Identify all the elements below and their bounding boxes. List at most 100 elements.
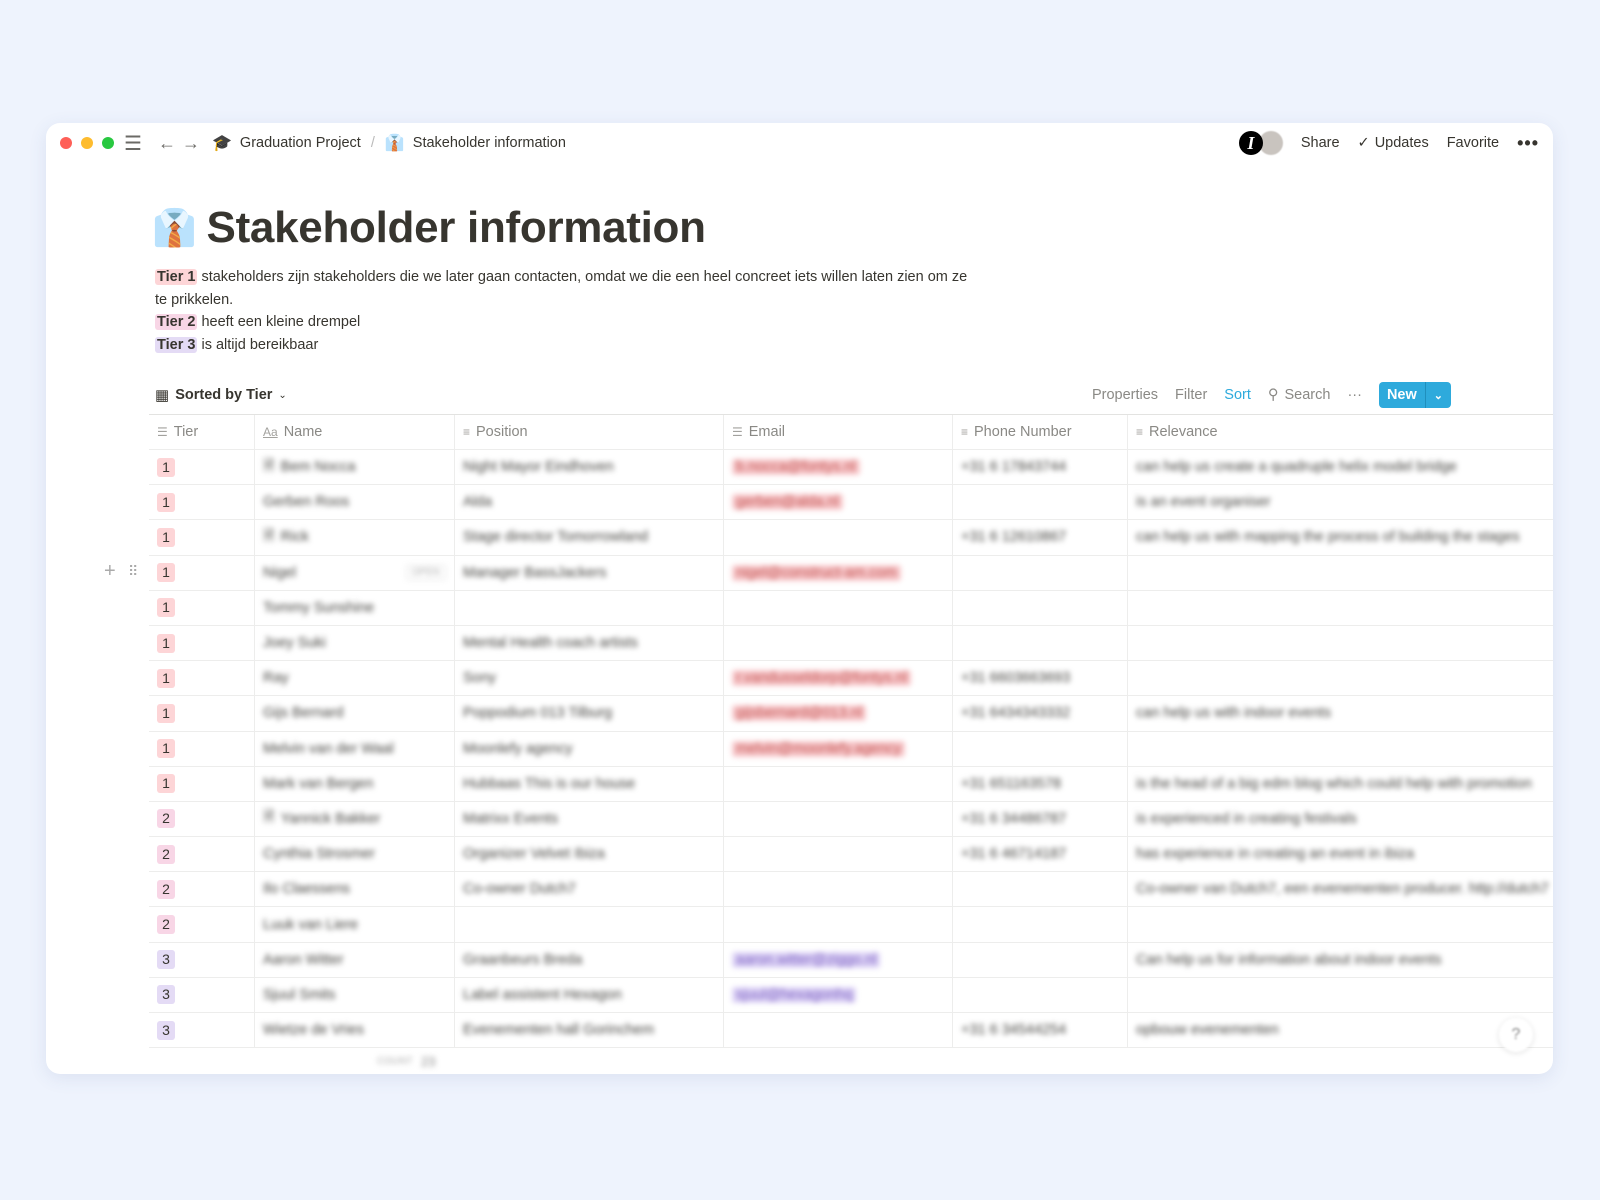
table-row[interactable]: 1 Mark van Bergen Hubbaas This is our hous… — [149, 766, 1553, 802]
phone-cell[interactable] — [953, 555, 1128, 590]
tier-cell[interactable]: 3 — [149, 942, 255, 977]
more-options-icon[interactable]: ··· — [1347, 387, 1362, 403]
table-row[interactable]: 2 🗎 Yannick Bakker Matrixx Events +31 6 3448… — [149, 801, 1553, 838]
email-cell[interactable]: melvin@moonlefy.agency — [724, 731, 953, 766]
relevance-cell[interactable]: has experience in creating an event in i… — [1128, 837, 1553, 871]
phone-cell[interactable] — [953, 731, 1128, 766]
phone-cell[interactable] — [953, 942, 1128, 977]
email-pill[interactable]: b.nocca@fontys.nl — [732, 459, 860, 476]
relevance-cell[interactable] — [1128, 591, 1553, 625]
relevance-cell[interactable]: opbouw evenementen — [1128, 1013, 1553, 1047]
email-pill[interactable]: melvin@moonlefy.agency — [732, 740, 906, 757]
email-pill[interactable]: sjuul@hexagonhq — [732, 986, 857, 1003]
email-cell[interactable] — [724, 625, 953, 661]
column-header-phone-number[interactable]: ≡ Phone Number — [953, 415, 1128, 449]
tier-cell[interactable]: 2 — [149, 801, 255, 837]
position-cell[interactable]: Graanbeurs Breda — [455, 942, 724, 977]
phone-cell[interactable]: +31 6 17843744 — [953, 450, 1128, 485]
table-row[interactable]: 2 Ilo Claessens Co-owner Dutch7 Co-owner va… — [149, 872, 1553, 908]
phone-cell[interactable]: +31 6434343332 — [953, 696, 1128, 731]
email-pill[interactable]: nigel@construct-am.com — [732, 564, 901, 581]
name-cell[interactable]: Mark van Bergen — [255, 766, 455, 801]
name-cell[interactable]: Aaron Witter — [255, 942, 455, 977]
phone-cell[interactable]: +31 651163578 — [953, 766, 1128, 801]
add-row-icon[interactable]: + — [104, 560, 116, 582]
tier-cell[interactable]: 1 — [149, 450, 255, 485]
table-row[interactable]: 3 Sjuul Smits Label assistent Hexagon sjuul… — [149, 977, 1553, 1013]
table-row[interactable]: 1 Gijs Bernard Poppodium 013 Tilburg gijsbe… — [149, 696, 1553, 732]
email-pill[interactable]: gijsbernard@013.nl — [732, 705, 866, 722]
relevance-cell[interactable]: can help us with mapping the process of … — [1128, 520, 1553, 554]
position-cell[interactable] — [455, 590, 724, 625]
maximize-window-button[interactable] — [102, 137, 114, 149]
phone-cell[interactable]: +31 6 12610867 — [953, 520, 1128, 555]
email-cell[interactable]: gijsbernard@013.nl — [724, 696, 953, 731]
position-cell[interactable]: Co-owner Dutch7 — [455, 872, 724, 907]
table-row[interactable]: 2 Luuk van Liere — [149, 907, 1553, 943]
tier-cell[interactable]: 1 — [149, 590, 255, 625]
phone-cell[interactable] — [953, 907, 1128, 942]
search-button[interactable]: ⚲ Search — [1268, 387, 1331, 403]
properties-button[interactable]: Properties — [1091, 387, 1159, 403]
relevance-cell[interactable]: can help us with indoor events — [1128, 696, 1553, 730]
count-value[interactable]: 23 — [421, 1054, 436, 1070]
filter-button[interactable]: Filter — [1175, 387, 1208, 403]
relevance-cell[interactable]: Co-owner van Dutch7, een evenementen pro… — [1128, 872, 1553, 906]
position-cell[interactable]: Night Mayor Eindhoven — [455, 450, 724, 485]
table-row[interactable]: 2 Cynthia Strosmer Organizer Velvet Ibiza +… — [149, 837, 1553, 873]
relevance-cell[interactable] — [1128, 907, 1553, 941]
position-cell[interactable] — [455, 907, 724, 942]
tier-cell[interactable]: 1 — [149, 520, 255, 555]
tier-cell[interactable]: 3 — [149, 1013, 255, 1048]
relevance-cell[interactable]: is an event organiser — [1128, 485, 1553, 519]
minimize-window-button[interactable] — [81, 137, 93, 149]
position-cell[interactable]: Stage director Tomorrowland — [455, 520, 724, 555]
tier-cell[interactable]: 1 — [149, 625, 255, 661]
position-cell[interactable]: Poppodium 013 Tilburg — [455, 696, 724, 731]
tier-cell[interactable]: 1 — [149, 696, 255, 731]
email-cell[interactable]: nigel@construct-am.com — [724, 555, 953, 590]
name-cell[interactable]: 🗎 Rick — [255, 520, 455, 555]
name-cell[interactable]: Ilo Claessens — [255, 872, 455, 907]
table-row[interactable]: 1 🗎 Rick Stage director Tomorrowland +31 6 1… — [149, 520, 1553, 556]
close-window-button[interactable] — [60, 137, 72, 149]
help-button[interactable]: ? — [1499, 1018, 1533, 1052]
relevance-cell[interactable] — [1128, 556, 1553, 590]
name-cell[interactable]: Nigel OPEN — [255, 555, 455, 590]
column-header-tier[interactable]: ☰ Tier — [149, 415, 255, 449]
tier-cell[interactable]: 2 — [149, 872, 255, 907]
email-cell[interactable] — [724, 766, 953, 801]
column-header-position[interactable]: ≡ Position — [455, 415, 724, 449]
tier-cell[interactable]: 1 — [149, 661, 255, 696]
table-row[interactable]: 1 Melvin van der Waal Moonlefy agency melvi… — [149, 731, 1553, 767]
more-options-icon[interactable]: ••• — [1517, 132, 1539, 153]
name-cell[interactable]: Tommy Sunshine — [255, 590, 455, 625]
email-pill[interactable]: r.vandusseldorp@fontys.nl — [732, 670, 912, 687]
menu-icon[interactable]: ☰ — [124, 132, 142, 155]
position-cell[interactable]: Matrixx Events — [455, 801, 724, 837]
view-selector[interactable]: ▦ Sorted by Tier ⌄ — [155, 386, 287, 404]
phone-cell[interactable]: +31 6603663693 — [953, 661, 1128, 696]
table-row[interactable]: 1 Tommy Sunshine — [149, 590, 1553, 626]
position-cell[interactable]: Mental Health coach artists — [455, 625, 724, 661]
drag-handle-icon[interactable]: ⠿ — [128, 563, 139, 579]
new-dropdown-chevron-icon[interactable]: ⌄ — [1424, 382, 1451, 408]
name-cell[interactable]: 🗎 Bem Nocca — [255, 450, 455, 485]
phone-cell[interactable]: +31 6 46714187 — [953, 837, 1128, 872]
position-cell[interactable]: Moonlefy agency — [455, 731, 724, 766]
position-cell[interactable]: Alda — [455, 485, 724, 520]
email-pill[interactable]: aaron.witter@ziggo.nl — [732, 951, 881, 968]
column-header-relevance[interactable]: ≡ Relevance — [1128, 415, 1553, 449]
table-row[interactable]: 1 Nigel OPEN Manager BassJackers nigel@const… — [149, 555, 1553, 591]
tier-cell[interactable]: 1 — [149, 485, 255, 520]
position-cell[interactable]: Sony — [455, 661, 724, 696]
position-cell[interactable]: Hubbaas This is our house — [455, 766, 724, 801]
relevance-cell[interactable]: can help us create a quadruple helix mod… — [1128, 450, 1553, 484]
phone-cell[interactable] — [953, 872, 1128, 907]
relevance-cell[interactable]: is the head of a big edm blog which coul… — [1128, 767, 1553, 801]
share-button[interactable]: Share — [1300, 135, 1340, 151]
name-cell[interactable]: Ray — [255, 661, 455, 696]
name-cell[interactable]: Sjuul Smits — [255, 977, 455, 1012]
position-cell[interactable]: Evenementen hall Gorinchem — [455, 1013, 724, 1048]
table-row[interactable]: 1 Joey Suki Mental Health coach artists — [149, 625, 1553, 662]
